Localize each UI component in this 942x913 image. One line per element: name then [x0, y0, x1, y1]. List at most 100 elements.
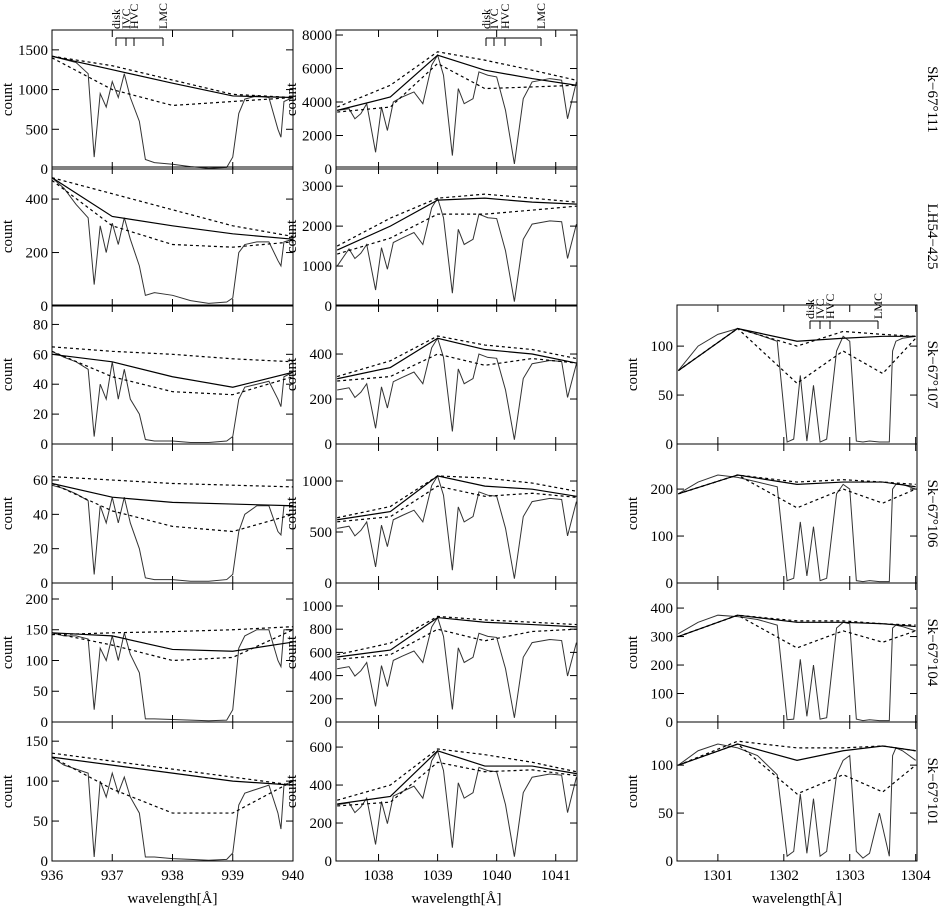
plot-area — [52, 177, 293, 304]
y-tick-label: 400 — [651, 601, 674, 617]
spectrum-line — [678, 614, 916, 722]
y-tick-label: 200 — [310, 392, 333, 408]
y-tick-label: 150 — [26, 623, 49, 639]
continuum-line — [677, 327, 916, 372]
continuum-line — [52, 482, 293, 507]
plot-area — [336, 193, 577, 302]
spectrum-line — [52, 177, 293, 304]
y-tick-label: 20 — [33, 407, 48, 423]
x-tick-label: 1304 — [901, 868, 932, 884]
plot-area — [52, 626, 293, 722]
y-tick-label: 50 — [658, 388, 673, 404]
y-tick-label: 6000 — [302, 62, 332, 78]
dashed-line — [52, 350, 293, 396]
plot-area — [678, 614, 916, 722]
axes-frame — [51, 582, 294, 723]
continuum-line — [678, 743, 916, 766]
dashed-line — [337, 335, 577, 378]
spectrum-line — [52, 484, 293, 582]
y-tick-label: 200 — [310, 816, 333, 832]
annotation-label: IVC — [119, 8, 133, 29]
y-axis-label: count — [625, 357, 641, 391]
dashed-line — [336, 51, 577, 108]
y-tick-label: 2000 — [302, 219, 332, 235]
plot-area — [337, 615, 577, 718]
spectrum-line — [678, 474, 916, 583]
y-tick-label: 200 — [651, 482, 674, 498]
plot-area — [337, 474, 577, 579]
dashed-line — [677, 327, 917, 385]
x-tick-label: 1038 — [364, 868, 394, 884]
plot-area — [678, 474, 916, 583]
dashed-line — [52, 55, 293, 99]
spectrum-line — [677, 327, 916, 443]
y-axis-label: count — [284, 357, 300, 391]
y-tick-label: 50 — [33, 684, 48, 700]
dashed-line — [337, 205, 577, 255]
y-tick-label: 1000 — [302, 599, 332, 615]
continuum-line — [678, 614, 916, 638]
continuum-line — [337, 616, 577, 658]
y-tick-label: 40 — [33, 507, 48, 523]
continuum-line — [52, 55, 293, 99]
y-tick-label: 100 — [26, 653, 49, 669]
y-axis-label: count — [625, 774, 641, 808]
x-tick-label: 1039 — [423, 868, 453, 884]
spectrum-line — [52, 629, 293, 722]
y-tick-label: 80 — [33, 317, 48, 333]
y-tick-label: 600 — [310, 740, 333, 756]
y-axis-label: count — [625, 496, 641, 530]
dashed-line — [52, 179, 293, 248]
dashed-line — [52, 756, 293, 814]
axes-frame — [335, 721, 578, 862]
y-axis-label: count — [0, 635, 16, 669]
x-tick-label: 937 — [101, 868, 124, 884]
y-tick-label: 60 — [33, 347, 48, 363]
spectrum-line — [678, 743, 916, 859]
y-tick-label: 200 — [26, 246, 49, 262]
y-tick-label: 0 — [666, 854, 674, 870]
continuum-line — [52, 756, 293, 786]
axes-frame — [51, 721, 294, 862]
continuum-line — [336, 197, 577, 251]
dashed-line — [52, 626, 293, 636]
continuum-line — [337, 54, 577, 111]
annotation-label: LMC — [156, 3, 170, 29]
plot-area — [678, 740, 917, 859]
axes-frame — [335, 29, 578, 170]
star-label: Sk−67°101 — [924, 758, 940, 826]
star-label: Sk−67°111 — [924, 66, 940, 133]
plot-area — [337, 748, 577, 857]
x-tick-label: 938 — [161, 868, 184, 884]
spectrum-line — [336, 196, 577, 302]
dashed-line — [678, 474, 916, 509]
plot-area — [52, 55, 293, 169]
spectrum-line — [337, 616, 577, 718]
dashed-line — [336, 193, 577, 247]
y-axis-label: count — [284, 496, 300, 530]
y-tick-label: 600 — [310, 645, 333, 661]
dashed-line — [678, 743, 917, 795]
y-axis-label: count — [0, 219, 16, 253]
x-tick-label: 1303 — [835, 868, 865, 884]
y-tick-label: 0 — [666, 715, 674, 731]
y-axis-label: count — [284, 82, 300, 116]
dashed-line — [52, 482, 293, 533]
annotation-label: HVC — [127, 4, 141, 29]
y-tick-label: 0 — [41, 576, 49, 592]
y-tick-label: 500 — [26, 122, 49, 138]
spectrum-line — [337, 749, 577, 857]
y-axis-label: count — [284, 635, 300, 669]
y-tick-label: 100 — [651, 687, 674, 703]
y-tick-label: 400 — [26, 192, 49, 208]
plot-area — [337, 335, 577, 440]
y-axis-label: count — [0, 82, 16, 116]
star-label: Sk−67°104 — [924, 619, 940, 687]
axes-frame — [51, 29, 294, 170]
x-tick-label: 940 — [282, 868, 305, 884]
annotation-label: HVC — [498, 4, 512, 29]
y-tick-label: 0 — [41, 437, 49, 453]
y-tick-label: 3000 — [302, 179, 332, 195]
y-tick-label: 0 — [41, 162, 49, 178]
